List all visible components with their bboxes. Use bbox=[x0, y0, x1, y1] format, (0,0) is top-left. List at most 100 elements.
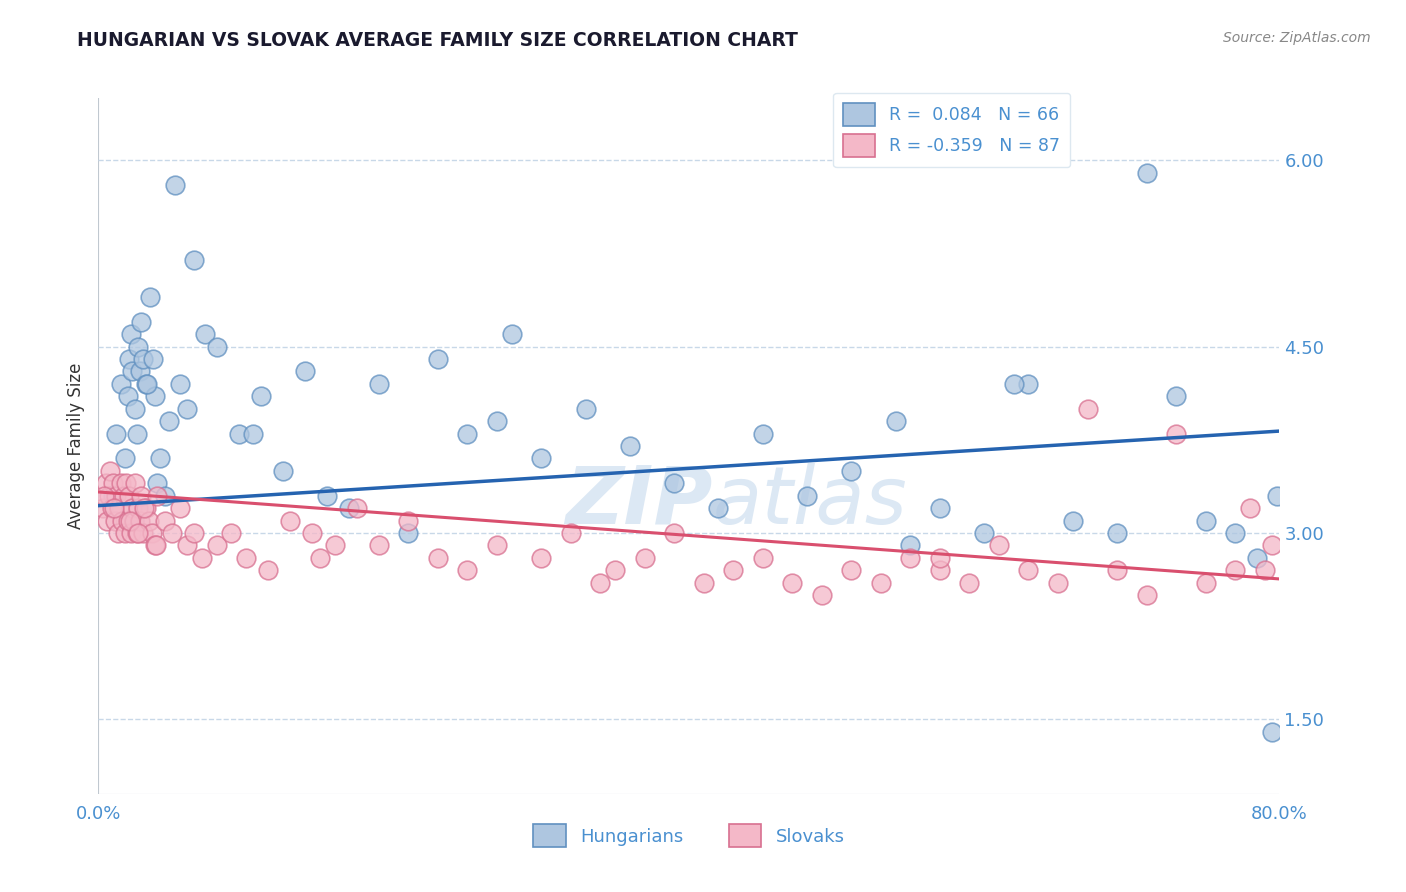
Point bbox=[110, 376, 132, 391]
Point bbox=[368, 376, 391, 391]
Point bbox=[176, 538, 198, 552]
Point bbox=[900, 550, 922, 565]
Point bbox=[114, 451, 136, 466]
Point bbox=[108, 501, 131, 516]
Point bbox=[1239, 501, 1261, 516]
Point bbox=[796, 489, 818, 503]
Point bbox=[143, 389, 166, 403]
Point bbox=[141, 525, 163, 540]
Point bbox=[575, 401, 598, 416]
Point bbox=[398, 514, 420, 528]
Text: ZIP: ZIP bbox=[565, 463, 713, 541]
Point bbox=[103, 476, 125, 491]
Point bbox=[1018, 376, 1040, 391]
Point bbox=[120, 514, 142, 528]
Point bbox=[870, 575, 893, 590]
Point bbox=[1225, 525, 1247, 540]
Point bbox=[1018, 563, 1040, 577]
Point bbox=[973, 525, 995, 540]
Point bbox=[398, 525, 420, 540]
Point bbox=[1166, 389, 1188, 403]
Point bbox=[114, 525, 136, 540]
Point bbox=[634, 550, 657, 565]
Point bbox=[929, 563, 952, 577]
Point bbox=[121, 501, 143, 516]
Point bbox=[811, 588, 834, 602]
Point bbox=[929, 501, 952, 516]
Point bbox=[120, 327, 142, 342]
Point bbox=[120, 525, 142, 540]
Point bbox=[138, 514, 160, 528]
Point bbox=[316, 489, 339, 503]
Point bbox=[136, 376, 159, 391]
Point bbox=[112, 489, 135, 503]
Point bbox=[1136, 166, 1159, 180]
Point bbox=[132, 351, 155, 366]
Point bbox=[135, 376, 157, 391]
Point bbox=[103, 501, 125, 516]
Point bbox=[128, 364, 150, 378]
Point bbox=[707, 501, 730, 516]
Point bbox=[153, 514, 176, 528]
Point bbox=[884, 414, 907, 428]
Point bbox=[530, 550, 553, 565]
Point bbox=[250, 389, 273, 403]
Point bbox=[1261, 724, 1284, 739]
Point bbox=[1195, 514, 1218, 528]
Point bbox=[486, 414, 509, 428]
Point bbox=[142, 351, 165, 366]
Point bbox=[427, 550, 450, 565]
Point bbox=[427, 351, 450, 366]
Point bbox=[96, 514, 118, 528]
Point bbox=[301, 525, 323, 540]
Point bbox=[169, 376, 191, 391]
Point bbox=[124, 401, 146, 416]
Point bbox=[162, 525, 183, 540]
Point bbox=[157, 414, 180, 428]
Text: Source: ZipAtlas.com: Source: ZipAtlas.com bbox=[1223, 31, 1371, 45]
Y-axis label: Average Family Size: Average Family Size bbox=[66, 363, 84, 529]
Point bbox=[110, 476, 132, 491]
Point bbox=[1225, 563, 1247, 577]
Point bbox=[501, 327, 523, 342]
Point bbox=[1107, 525, 1129, 540]
Point bbox=[900, 538, 922, 552]
Point bbox=[94, 476, 117, 491]
Point bbox=[122, 514, 145, 528]
Point bbox=[1254, 563, 1277, 577]
Point bbox=[118, 489, 141, 503]
Point bbox=[176, 401, 198, 416]
Point bbox=[91, 501, 114, 516]
Point bbox=[107, 525, 129, 540]
Point bbox=[929, 550, 952, 565]
Point bbox=[988, 538, 1011, 552]
Point bbox=[127, 501, 149, 516]
Point bbox=[143, 538, 166, 552]
Point bbox=[228, 426, 250, 441]
Point bbox=[257, 563, 280, 577]
Point bbox=[339, 501, 361, 516]
Point bbox=[221, 525, 243, 540]
Point bbox=[105, 426, 128, 441]
Point bbox=[664, 476, 686, 491]
Point bbox=[693, 575, 716, 590]
Point bbox=[139, 290, 162, 304]
Point bbox=[368, 538, 391, 552]
Point bbox=[145, 538, 167, 552]
Point bbox=[619, 439, 641, 453]
Point bbox=[134, 501, 156, 516]
Point bbox=[183, 252, 205, 267]
Point bbox=[1047, 575, 1070, 590]
Point bbox=[93, 489, 115, 503]
Point bbox=[1077, 401, 1099, 416]
Point bbox=[1107, 563, 1129, 577]
Point bbox=[129, 315, 152, 329]
Point bbox=[205, 538, 228, 552]
Point bbox=[1261, 538, 1284, 552]
Point bbox=[135, 501, 157, 516]
Point bbox=[457, 563, 479, 577]
Point bbox=[169, 501, 191, 516]
Point bbox=[98, 464, 121, 478]
Point bbox=[605, 563, 627, 577]
Point bbox=[294, 364, 316, 378]
